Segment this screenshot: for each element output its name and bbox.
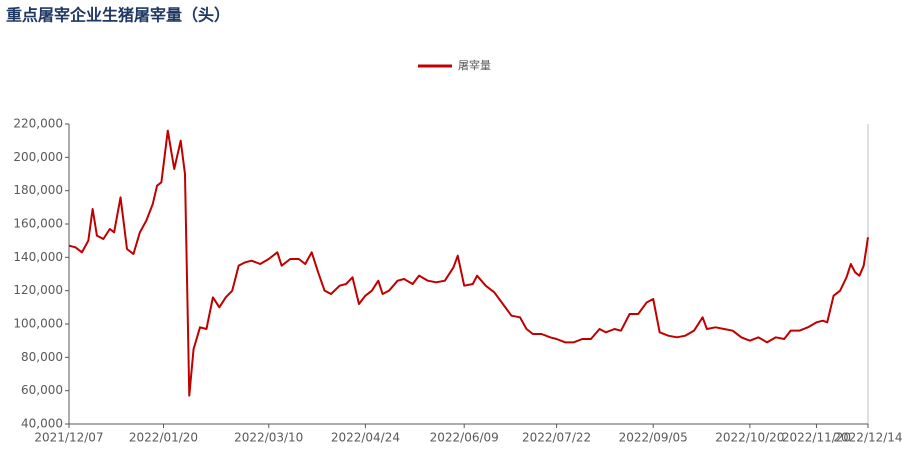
y-tick-label: 220,000 — [13, 117, 63, 131]
y-tick-label: 60,000 — [21, 383, 63, 397]
y-tick-label: 100,000 — [13, 317, 63, 331]
line-series — [68, 129, 869, 397]
x-tick-label: 2022/12/14 — [833, 431, 902, 445]
legend-label: 屠宰量 — [458, 58, 491, 72]
x-tick-label: 2022/11/20 — [782, 431, 851, 445]
x-tick-label: 2021/12/07 — [34, 431, 103, 445]
x-tick-label: 2022/03/10 — [234, 431, 303, 445]
y-tick-label: 180,000 — [13, 183, 63, 197]
x-tick-label: 2022/09/05 — [619, 431, 688, 445]
x-tick-label: 2022/04/24 — [331, 431, 400, 445]
x-tick-label: 2022/01/20 — [129, 431, 198, 445]
x-tick-label: 2022/07/22 — [522, 431, 591, 445]
x-tick-label: 2022/10/20 — [715, 431, 784, 445]
y-tick-label: 80,000 — [21, 350, 63, 364]
y-tick-label: 140,000 — [13, 250, 63, 264]
x-tick-label: 2022/06/09 — [430, 431, 499, 445]
y-tick-label: 200,000 — [13, 150, 63, 164]
y-tick-label: 160,000 — [13, 217, 63, 231]
y-tick-label: 40,000 — [21, 417, 63, 431]
y-tick-label: 120,000 — [13, 283, 63, 297]
chart-title: 重点屠宰企业生猪屠宰量（头） — [6, 6, 230, 25]
